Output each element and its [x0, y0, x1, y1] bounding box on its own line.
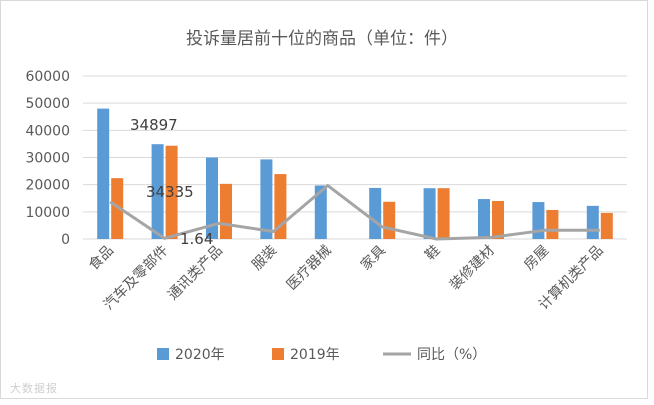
bar-2020	[586, 205, 599, 239]
bar-2019	[220, 183, 232, 239]
data-label: 34897	[130, 116, 178, 134]
data-label: 1.64	[180, 230, 213, 248]
legend-label: 2019年	[290, 347, 340, 363]
bar-2019	[600, 212, 613, 239]
bar-2020	[151, 144, 164, 239]
bar-2019	[437, 188, 450, 239]
legend: 2020年 2019年 同比（%）	[157, 347, 486, 363]
x-tick-label: 服装	[249, 243, 280, 274]
bar-2019	[111, 178, 124, 239]
data-label: 34335	[146, 183, 194, 201]
y-tick-label: 60000	[25, 69, 70, 85]
x-tick-label: 装修建材	[447, 243, 498, 294]
y-tick-label: 40000	[25, 123, 70, 139]
watermark-text: 大数据报	[10, 382, 58, 395]
bars	[97, 108, 613, 239]
x-tick-label: 房屋	[521, 243, 552, 274]
bar-2020	[369, 187, 382, 239]
x-tick-label: 家具	[357, 242, 389, 274]
bar-2020	[260, 159, 273, 239]
bar-2019	[492, 200, 504, 239]
legend-swatch	[157, 348, 169, 360]
y-tick-label: 10000	[25, 205, 70, 221]
x-tick-label: 通讯类产品	[165, 243, 226, 304]
bar-2020	[314, 185, 327, 239]
bar-2020	[206, 157, 218, 239]
bar-2019	[546, 209, 559, 239]
x-tick-label: 鞋	[422, 243, 443, 264]
x-tick-label: 食品	[85, 242, 117, 274]
y-tick-label: 0	[61, 232, 70, 248]
legend-label: 2020年	[175, 347, 225, 363]
bar-2020	[532, 202, 545, 239]
y-axis: 0 10000 20000 30000 40000 50000 60000	[25, 69, 70, 248]
yoy-series-line	[109, 184, 600, 241]
gridlines	[83, 75, 627, 240]
legend-label: 同比（%）	[417, 347, 486, 363]
bar-2020	[478, 199, 490, 239]
y-tick-label: 20000	[25, 178, 70, 194]
data-labels: 34897 34335 1.64	[130, 116, 213, 248]
x-axis: 食品汽车及零部件通讯类产品 服装 医疗器械 家具鞋装修建材 房屋计算机类产品	[85, 242, 606, 313]
bar-2019	[165, 145, 178, 239]
bar-2019	[383, 201, 396, 239]
x-tick-label: 医疗器械	[284, 243, 335, 294]
y-tick-label: 50000	[25, 96, 70, 112]
yoy-line	[109, 184, 600, 241]
bar-2020	[97, 108, 110, 239]
bar-2020	[423, 188, 436, 239]
legend-swatch	[272, 348, 284, 360]
chart-title: 投诉量居前十位的商品（单位：件）	[186, 29, 458, 49]
y-tick-label: 30000	[25, 151, 70, 167]
